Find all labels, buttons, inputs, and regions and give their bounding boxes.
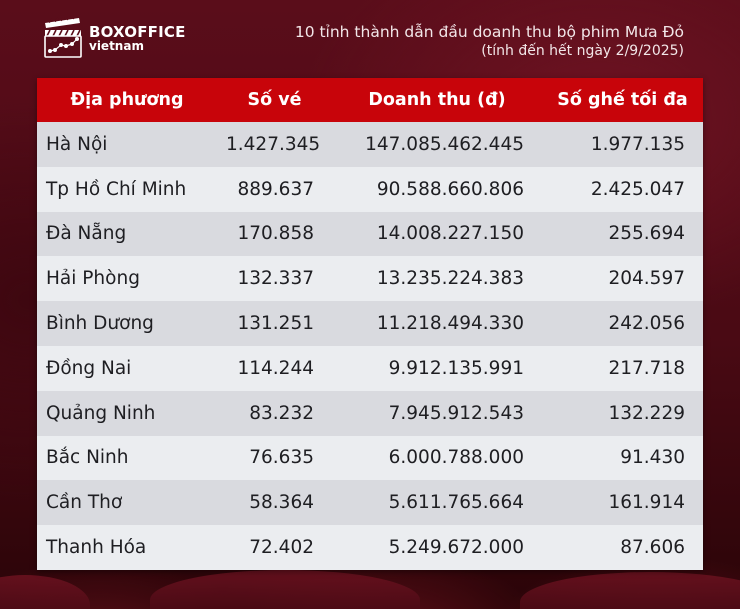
header-region: Địa phương bbox=[70, 90, 184, 110]
cell-region: Đồng Nai bbox=[46, 357, 132, 379]
cell-revenue: 9.912.135.991 bbox=[388, 357, 524, 379]
cell-tickets: 114.244 bbox=[237, 357, 314, 379]
cinema-seat-decoration bbox=[150, 570, 420, 609]
cell-max-seats: 1.977.135 bbox=[590, 133, 685, 155]
table-row: Đà Nẵng 170.858 14.008.227.150 255.694 bbox=[37, 211, 703, 257]
page-title: 10 tỉnh thành dẫn đầu doanh thu bộ phim … bbox=[294, 23, 684, 41]
cell-max-seats: 217.718 bbox=[608, 357, 685, 379]
cell-tickets: 72.402 bbox=[249, 537, 314, 559]
cinema-seat-decoration bbox=[0, 575, 90, 609]
cell-max-seats: 87.606 bbox=[620, 537, 685, 559]
cell-revenue: 11.218.494.330 bbox=[376, 313, 524, 335]
cell-tickets: 76.635 bbox=[249, 447, 314, 469]
cell-max-seats: 204.597 bbox=[608, 268, 685, 290]
cell-tickets: 131.251 bbox=[237, 313, 314, 335]
cell-max-seats: 242.056 bbox=[608, 313, 685, 335]
cell-region: Tp Hồ Chí Minh bbox=[46, 178, 187, 200]
boxoffice-vietnam-logo: BOXOFFICE vietnam bbox=[43, 17, 186, 59]
cell-tickets: 170.858 bbox=[237, 223, 314, 245]
header-tickets: Số vé bbox=[247, 90, 302, 110]
cell-region: Hà Nội bbox=[46, 133, 108, 155]
cell-tickets: 83.232 bbox=[249, 402, 314, 424]
cell-region: Đà Nẵng bbox=[46, 223, 127, 245]
cell-max-seats: 255.694 bbox=[608, 223, 685, 245]
table-row: Tp Hồ Chí Minh 889.637 90.588.660.806 2.… bbox=[37, 166, 703, 212]
cell-revenue: 13.235.224.383 bbox=[376, 268, 524, 290]
cell-revenue: 14.008.227.150 bbox=[376, 223, 524, 245]
cell-revenue: 5.249.672.000 bbox=[388, 537, 524, 559]
table-row: Đồng Nai 114.244 9.912.135.991 217.718 bbox=[37, 345, 703, 391]
header-revenue: Doanh thu (đ) bbox=[368, 90, 506, 110]
cell-max-seats: 132.229 bbox=[608, 402, 685, 424]
cell-max-seats: 2.425.047 bbox=[590, 178, 685, 200]
cell-revenue: 147.085.462.445 bbox=[365, 133, 524, 155]
table-row: Thanh Hóa 72.402 5.249.672.000 87.606 bbox=[37, 525, 703, 570]
revenue-table: Địa phương Số vé Doanh thu (đ) Số ghế tố… bbox=[37, 78, 703, 570]
cell-revenue: 6.000.788.000 bbox=[388, 447, 524, 469]
header-max-seats: Số ghế tối đa bbox=[557, 90, 688, 110]
cell-region: Bắc Ninh bbox=[46, 447, 129, 469]
cell-revenue: 90.588.660.806 bbox=[376, 178, 524, 200]
table-row: Bắc Ninh 76.635 6.000.788.000 91.430 bbox=[37, 435, 703, 481]
cell-region: Cần Thơ bbox=[46, 492, 123, 514]
cell-revenue: 5.611.765.664 bbox=[388, 492, 524, 514]
page-title-block: 10 tỉnh thành dẫn đầu doanh thu bộ phim … bbox=[295, 22, 684, 61]
table-header-row: Địa phương Số vé Doanh thu (đ) Số ghế tố… bbox=[37, 78, 703, 122]
table-row: Quảng Ninh 83.232 7.945.912.543 132.229 bbox=[37, 390, 703, 436]
cell-region: Hải Phòng bbox=[46, 268, 140, 290]
cell-region: Bình Dương bbox=[46, 313, 154, 335]
cell-region: Quảng Ninh bbox=[46, 402, 156, 424]
table-row: Hà Nội 1.427.345 147.085.462.445 1.977.1… bbox=[37, 122, 703, 167]
clapperboard-chart-icon bbox=[44, 17, 82, 58]
logo-text-boxoffice: BOXOFFICE bbox=[89, 22, 186, 41]
logo-text-vietnam: vietnam bbox=[89, 38, 144, 53]
table-row: Hải Phòng 132.337 13.235.224.383 204.597 bbox=[37, 256, 703, 302]
cell-tickets: 58.364 bbox=[249, 492, 314, 514]
cell-tickets: 1.427.345 bbox=[226, 133, 321, 155]
cell-tickets: 132.337 bbox=[237, 268, 314, 290]
page-subtitle: (tính đến hết ngày 2/9/2025) bbox=[481, 43, 684, 59]
cell-max-seats: 91.430 bbox=[620, 447, 685, 469]
table-row: Bình Dương 131.251 11.218.494.330 242.05… bbox=[37, 301, 703, 346]
cinema-seat-decoration bbox=[520, 572, 740, 609]
cell-revenue: 7.945.912.543 bbox=[388, 402, 524, 424]
cell-region: Thanh Hóa bbox=[46, 537, 147, 559]
cell-tickets: 889.637 bbox=[237, 178, 314, 200]
table-row: Cần Thơ 58.364 5.611.765.664 161.914 bbox=[37, 480, 703, 526]
cell-max-seats: 161.914 bbox=[608, 492, 685, 514]
